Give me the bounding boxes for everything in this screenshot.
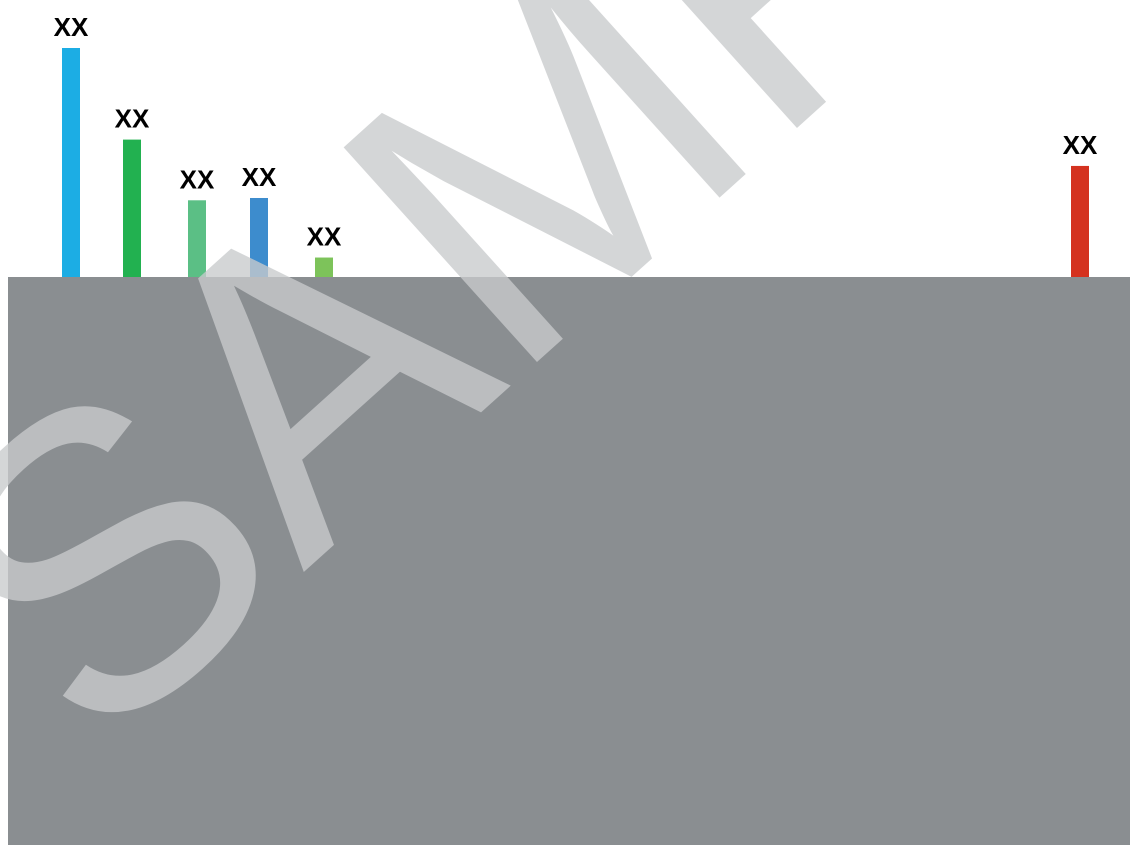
- bar-1: [62, 48, 80, 279]
- data-label-2: XX: [115, 104, 150, 134]
- data-label-1: XX: [54, 12, 89, 42]
- overlay-panel: [8, 277, 1130, 845]
- data-label-6: XX: [1063, 130, 1098, 160]
- bar-4: [250, 197, 268, 279]
- bar-5: [315, 257, 333, 279]
- bar-3: [188, 200, 206, 279]
- data-label-3: XX: [180, 164, 215, 194]
- data-label-4: XX: [242, 162, 277, 192]
- bar-6: [1071, 165, 1089, 279]
- bar-2: [123, 139, 141, 279]
- bars-layer: [62, 48, 1089, 279]
- data-labels-layer: XX XX XX XX XX XX: [54, 12, 1098, 252]
- data-label-5: XX: [307, 222, 342, 252]
